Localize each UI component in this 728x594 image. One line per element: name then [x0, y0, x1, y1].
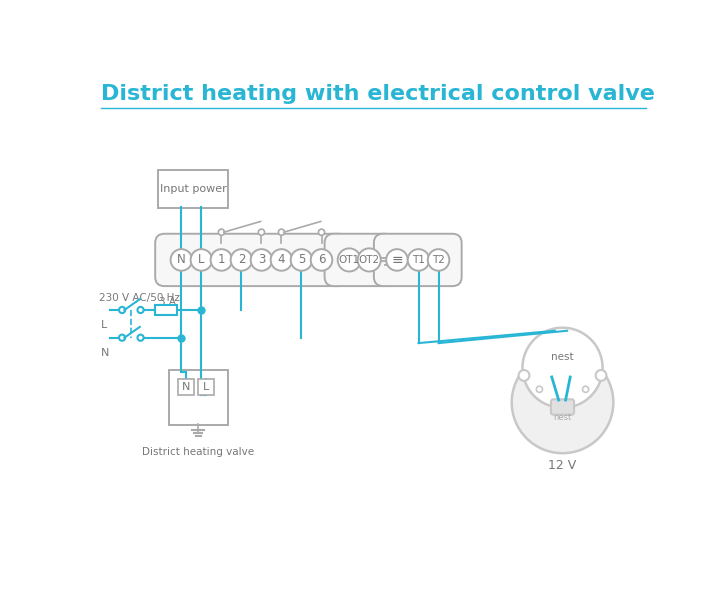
Text: 12 V: 12 V: [548, 459, 577, 472]
Text: 1: 1: [218, 254, 225, 267]
Circle shape: [512, 352, 614, 453]
Circle shape: [338, 248, 361, 271]
Text: L: L: [203, 382, 209, 392]
Circle shape: [278, 229, 285, 235]
Text: 3 A: 3 A: [159, 297, 176, 307]
Text: 2: 2: [237, 254, 245, 267]
Circle shape: [523, 328, 603, 407]
Text: OT2: OT2: [359, 255, 380, 265]
FancyBboxPatch shape: [155, 305, 177, 315]
Circle shape: [218, 229, 224, 235]
Circle shape: [311, 249, 332, 271]
Circle shape: [119, 307, 125, 313]
Circle shape: [210, 249, 232, 271]
FancyBboxPatch shape: [551, 399, 574, 415]
Circle shape: [170, 249, 192, 271]
Text: 5: 5: [298, 254, 305, 267]
Circle shape: [537, 386, 542, 393]
Text: ≡: ≡: [391, 253, 403, 267]
Text: OT1: OT1: [339, 255, 360, 265]
Circle shape: [596, 370, 606, 381]
Circle shape: [290, 249, 312, 271]
Text: T1: T1: [412, 255, 425, 265]
Text: 6: 6: [317, 254, 325, 267]
Text: District heating valve: District heating valve: [142, 447, 254, 457]
Text: L: L: [198, 254, 205, 267]
Circle shape: [386, 249, 408, 271]
Circle shape: [119, 334, 125, 341]
FancyBboxPatch shape: [374, 234, 462, 286]
Circle shape: [357, 248, 381, 271]
FancyBboxPatch shape: [325, 234, 394, 286]
Circle shape: [582, 386, 589, 393]
Text: District heating with electrical control valve: District heating with electrical control…: [100, 84, 654, 105]
Text: nest: nest: [553, 413, 571, 422]
Circle shape: [231, 249, 252, 271]
Text: N: N: [182, 382, 190, 392]
FancyBboxPatch shape: [169, 370, 228, 425]
Text: N: N: [177, 254, 186, 267]
FancyBboxPatch shape: [157, 170, 229, 208]
Circle shape: [518, 370, 529, 381]
Circle shape: [258, 229, 264, 235]
Circle shape: [408, 249, 430, 271]
FancyBboxPatch shape: [197, 378, 215, 396]
FancyBboxPatch shape: [155, 234, 348, 286]
Text: L: L: [100, 320, 107, 330]
Text: 230 V AC/50 Hz: 230 V AC/50 Hz: [99, 293, 180, 304]
Circle shape: [138, 334, 143, 341]
Circle shape: [428, 249, 449, 271]
Circle shape: [191, 249, 212, 271]
Text: nest: nest: [551, 352, 574, 362]
Circle shape: [138, 307, 143, 313]
Text: T2: T2: [432, 255, 445, 265]
Text: 4: 4: [277, 254, 285, 267]
Text: 3: 3: [258, 254, 265, 267]
Circle shape: [271, 249, 292, 271]
Text: N: N: [100, 348, 109, 358]
Circle shape: [318, 229, 325, 235]
Text: Input power: Input power: [159, 184, 226, 194]
Circle shape: [250, 249, 272, 271]
FancyBboxPatch shape: [178, 378, 194, 396]
